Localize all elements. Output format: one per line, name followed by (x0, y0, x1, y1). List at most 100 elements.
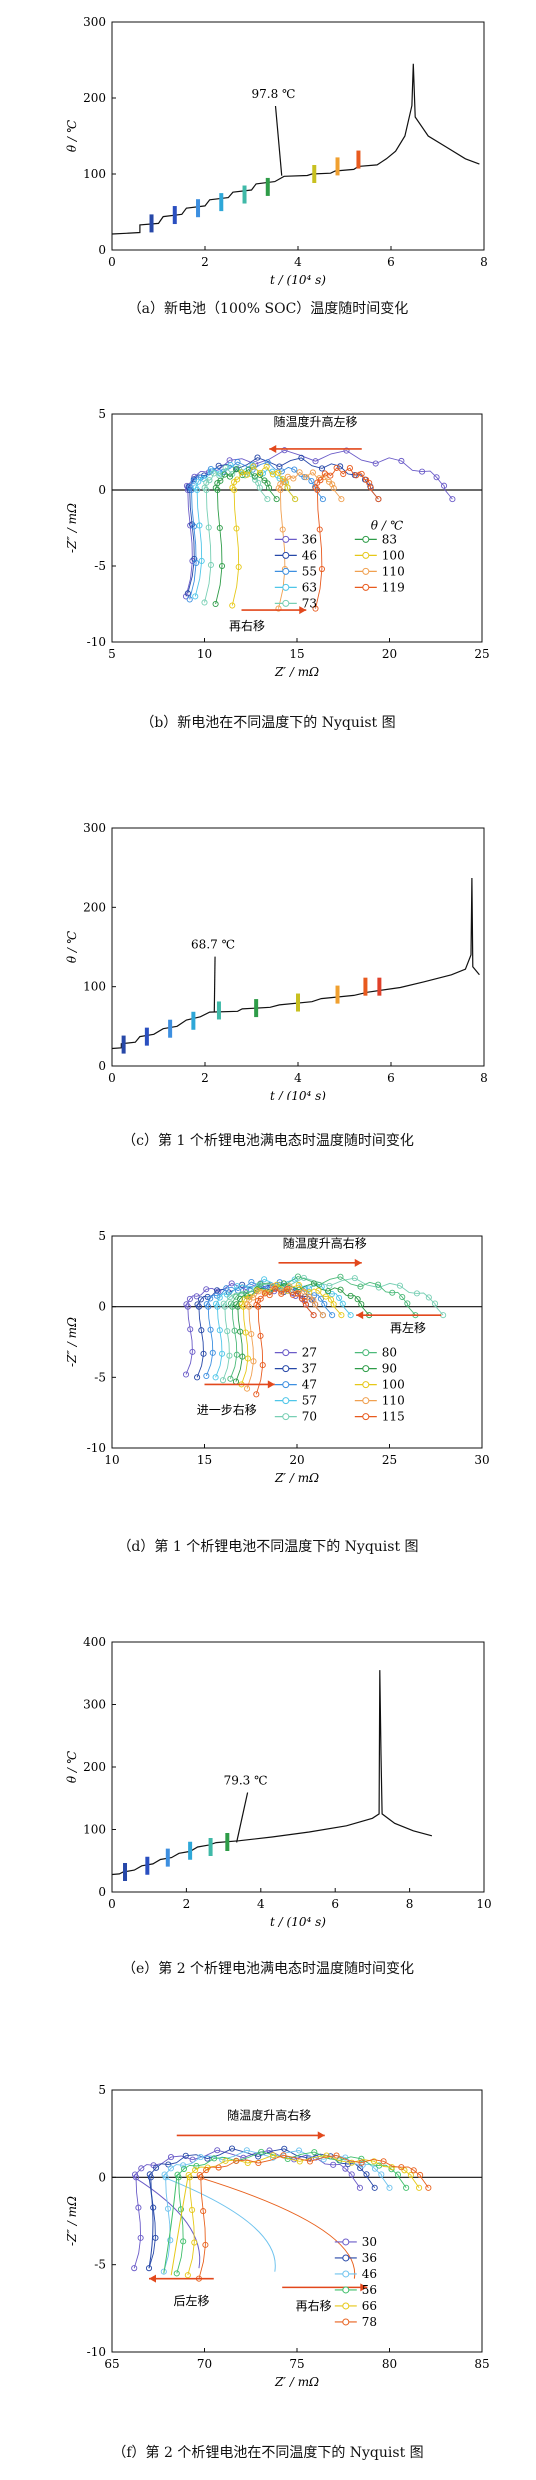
series-point (394, 2171, 401, 2178)
series-point (203, 1372, 210, 1379)
chart-c-plot: 0 2 4 6 8 0 100 200 300 t / (10⁴ s) θ / ℃ 68.7 ℃ (65, 821, 488, 1103)
y-tick-label: -5 (94, 1370, 106, 1384)
series-point (167, 2165, 174, 2172)
series-point (281, 2145, 288, 2152)
y-tick-label: -10 (87, 635, 106, 649)
legend-label: 100 (382, 1378, 405, 1392)
x-tick-label: 10 (476, 1897, 491, 1911)
x-tick-label: 0 (108, 1897, 116, 1911)
series-point (337, 1286, 344, 1293)
series-point (344, 2160, 352, 2168)
series-point (348, 2159, 355, 2166)
series-point (363, 2171, 370, 2178)
series-line (277, 471, 342, 609)
series-point (184, 590, 191, 597)
series-point (329, 1312, 336, 1319)
chart-b-plot: 5 10 15 20 25 -10 -5 0 5 Z′ / mΩ -Z″ / mΩ 随温度升高左移再右… (65, 407, 490, 679)
series-point (330, 2161, 337, 2168)
y-axis-label: -Z″ / mΩ (65, 1317, 79, 1367)
series-point (257, 1281, 264, 1288)
series-point (261, 1276, 268, 1283)
series-point (167, 2154, 175, 2161)
series-point (226, 473, 234, 480)
legend-label: 47 (302, 1378, 317, 1392)
eis-test-marker (123, 1863, 128, 1881)
series-point (228, 1280, 235, 1287)
eis-test-marker (145, 1856, 150, 1875)
series-point (135, 2204, 142, 2211)
arrow-head (354, 1258, 362, 1267)
legend-label: 115 (382, 1410, 405, 1424)
series-point (211, 2155, 218, 2162)
series-point (193, 1293, 200, 1300)
series-point (346, 465, 353, 472)
series-point (403, 2184, 410, 2191)
x-tick-label: 2 (201, 255, 209, 269)
series-point (322, 1293, 329, 1300)
series-point (194, 1301, 201, 1308)
series-point (203, 1286, 210, 1293)
x-tick-label: 15 (197, 1453, 212, 1467)
arrow-head (356, 1311, 364, 1320)
shift-arrow: 随温度升高右移 (176, 2108, 325, 2140)
series-point (266, 2147, 273, 2154)
series-point (401, 2167, 408, 2174)
series-point (153, 2164, 160, 2171)
series-point (277, 481, 284, 488)
x-axis-label: Z′ / mΩ (274, 665, 319, 679)
panel-a: 0 2 4 6 8 0 100 200 300 t / (10⁴ s) θ / ℃ 97.8 ℃ （a… (0, 0, 536, 330)
arrow-head (299, 606, 307, 615)
arrow-head (149, 2274, 156, 2283)
series-point (233, 525, 240, 532)
x-tick-label: 30 (474, 1453, 489, 1467)
series-point (246, 1285, 253, 1292)
series-point (337, 1273, 344, 1280)
series-point (310, 1280, 317, 1287)
series-point (229, 602, 236, 609)
series-point (325, 1288, 332, 1295)
legend-swatch-marker (282, 1397, 290, 1405)
series-point (192, 593, 199, 600)
arrow-label: 再右移 (296, 2298, 332, 2313)
series-point (280, 1280, 287, 1287)
arrow-label: 进一步右移 (197, 1402, 257, 1417)
series-point (449, 496, 456, 503)
series-119 (312, 464, 382, 612)
y-axis-label: θ / ℃ (65, 1750, 79, 1783)
x-tick-label: 80 (382, 2357, 397, 2371)
y-tick-label: 0 (98, 1300, 106, 1314)
arrow-label: 再右移 (229, 618, 265, 633)
caption-e: （e）第 2 个析锂电池满电态时温度随时间变化 (121, 1961, 415, 1977)
series-point (275, 605, 282, 612)
series-point (257, 1332, 264, 1339)
series-point (255, 2159, 262, 2167)
y-tick-label: 300 (83, 821, 106, 835)
series-point (378, 2171, 385, 2178)
series-point (227, 1375, 234, 1382)
series-point (216, 524, 223, 532)
series-point (298, 454, 305, 461)
series-point (256, 484, 263, 491)
eis-test-marker (165, 1848, 170, 1867)
legend-title: θ / ℃ (371, 518, 404, 532)
shift-arrow: 进一步右移 (197, 1380, 275, 1417)
series-point (215, 462, 222, 469)
temperature-line (111, 63, 480, 235)
eis-test-marker (356, 150, 361, 169)
series-point (182, 2152, 189, 2159)
series-point (279, 526, 286, 533)
eis-test-marker (149, 214, 154, 233)
series-point (213, 1300, 220, 1307)
chart-a-plot: 0 2 4 6 8 0 100 200 300 t / (10⁴ s) θ / ℃ 97.8 ℃ (65, 15, 488, 287)
y-tick-label: -5 (94, 559, 106, 573)
series-point (281, 447, 288, 454)
series-point (248, 1278, 255, 1286)
series-point (357, 1283, 364, 1290)
y-axis-label: -Z″ / mΩ (65, 2196, 79, 2246)
series-point (389, 1289, 396, 1296)
eis-test-marker (242, 185, 247, 204)
eis-test-marker (188, 1841, 193, 1860)
x-tick-label: 8 (480, 1071, 488, 1085)
series-tail (133, 2176, 201, 2269)
series-point (398, 457, 405, 465)
